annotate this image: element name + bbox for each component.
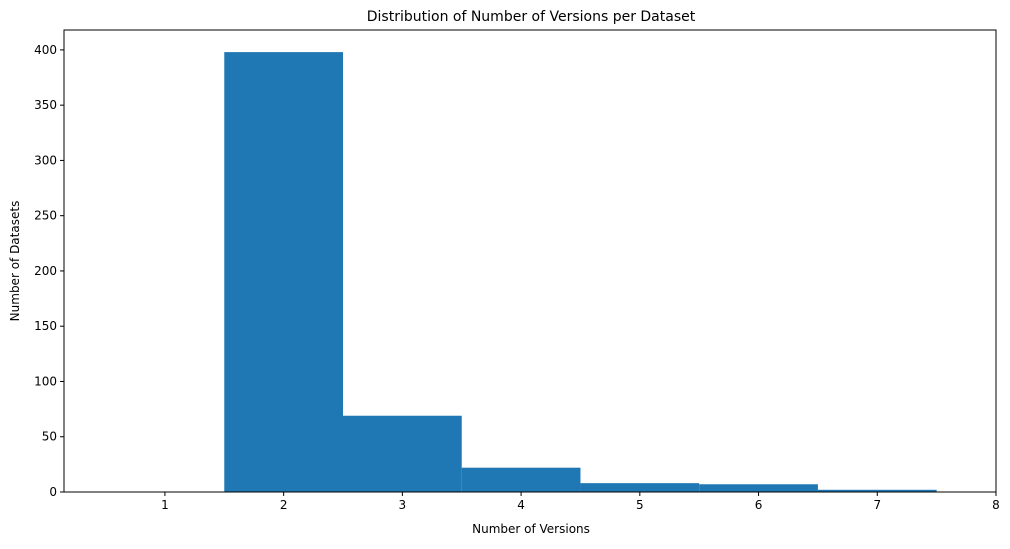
y-tick-label: 150 [34,319,57,333]
bar-6 [699,484,818,492]
y-tick-label: 350 [34,98,57,112]
x-tick-label: 4 [517,498,525,512]
y-tick-label: 100 [34,374,57,388]
y-tick-label: 400 [34,43,57,57]
x-tick-label: 5 [636,498,644,512]
y-tick-label: 300 [34,153,57,167]
x-tick-label: 7 [873,498,881,512]
bars-group [224,52,937,493]
y-tick-label: 250 [34,209,57,223]
y-axis-ticks: 0 50 100 150 200 250 300 350 400 [34,43,64,499]
plot-frame [63,29,997,493]
bar-5 [580,483,700,492]
bar-3 [343,415,462,492]
x-tick-label: 2 [280,498,288,512]
y-axis-label: Number of Datasets [8,201,22,322]
y-tick-label: 0 [49,485,57,499]
bar-7 [817,489,937,492]
y-tick-label: 50 [42,430,57,444]
chart-title: Distribution of Number of Versions per D… [367,9,696,25]
x-tick-label: 8 [992,498,1000,512]
x-axis-ticks: 1 2 3 4 5 6 7 8 [161,492,1000,512]
x-tick-label: 1 [161,498,169,512]
x-tick-label: 3 [399,498,407,512]
x-tick-label: 6 [755,498,763,512]
x-axis-label: Number of Versions [472,522,590,536]
bar-2 [224,52,344,493]
y-tick-label: 200 [34,264,57,278]
bar-4 [461,467,581,492]
